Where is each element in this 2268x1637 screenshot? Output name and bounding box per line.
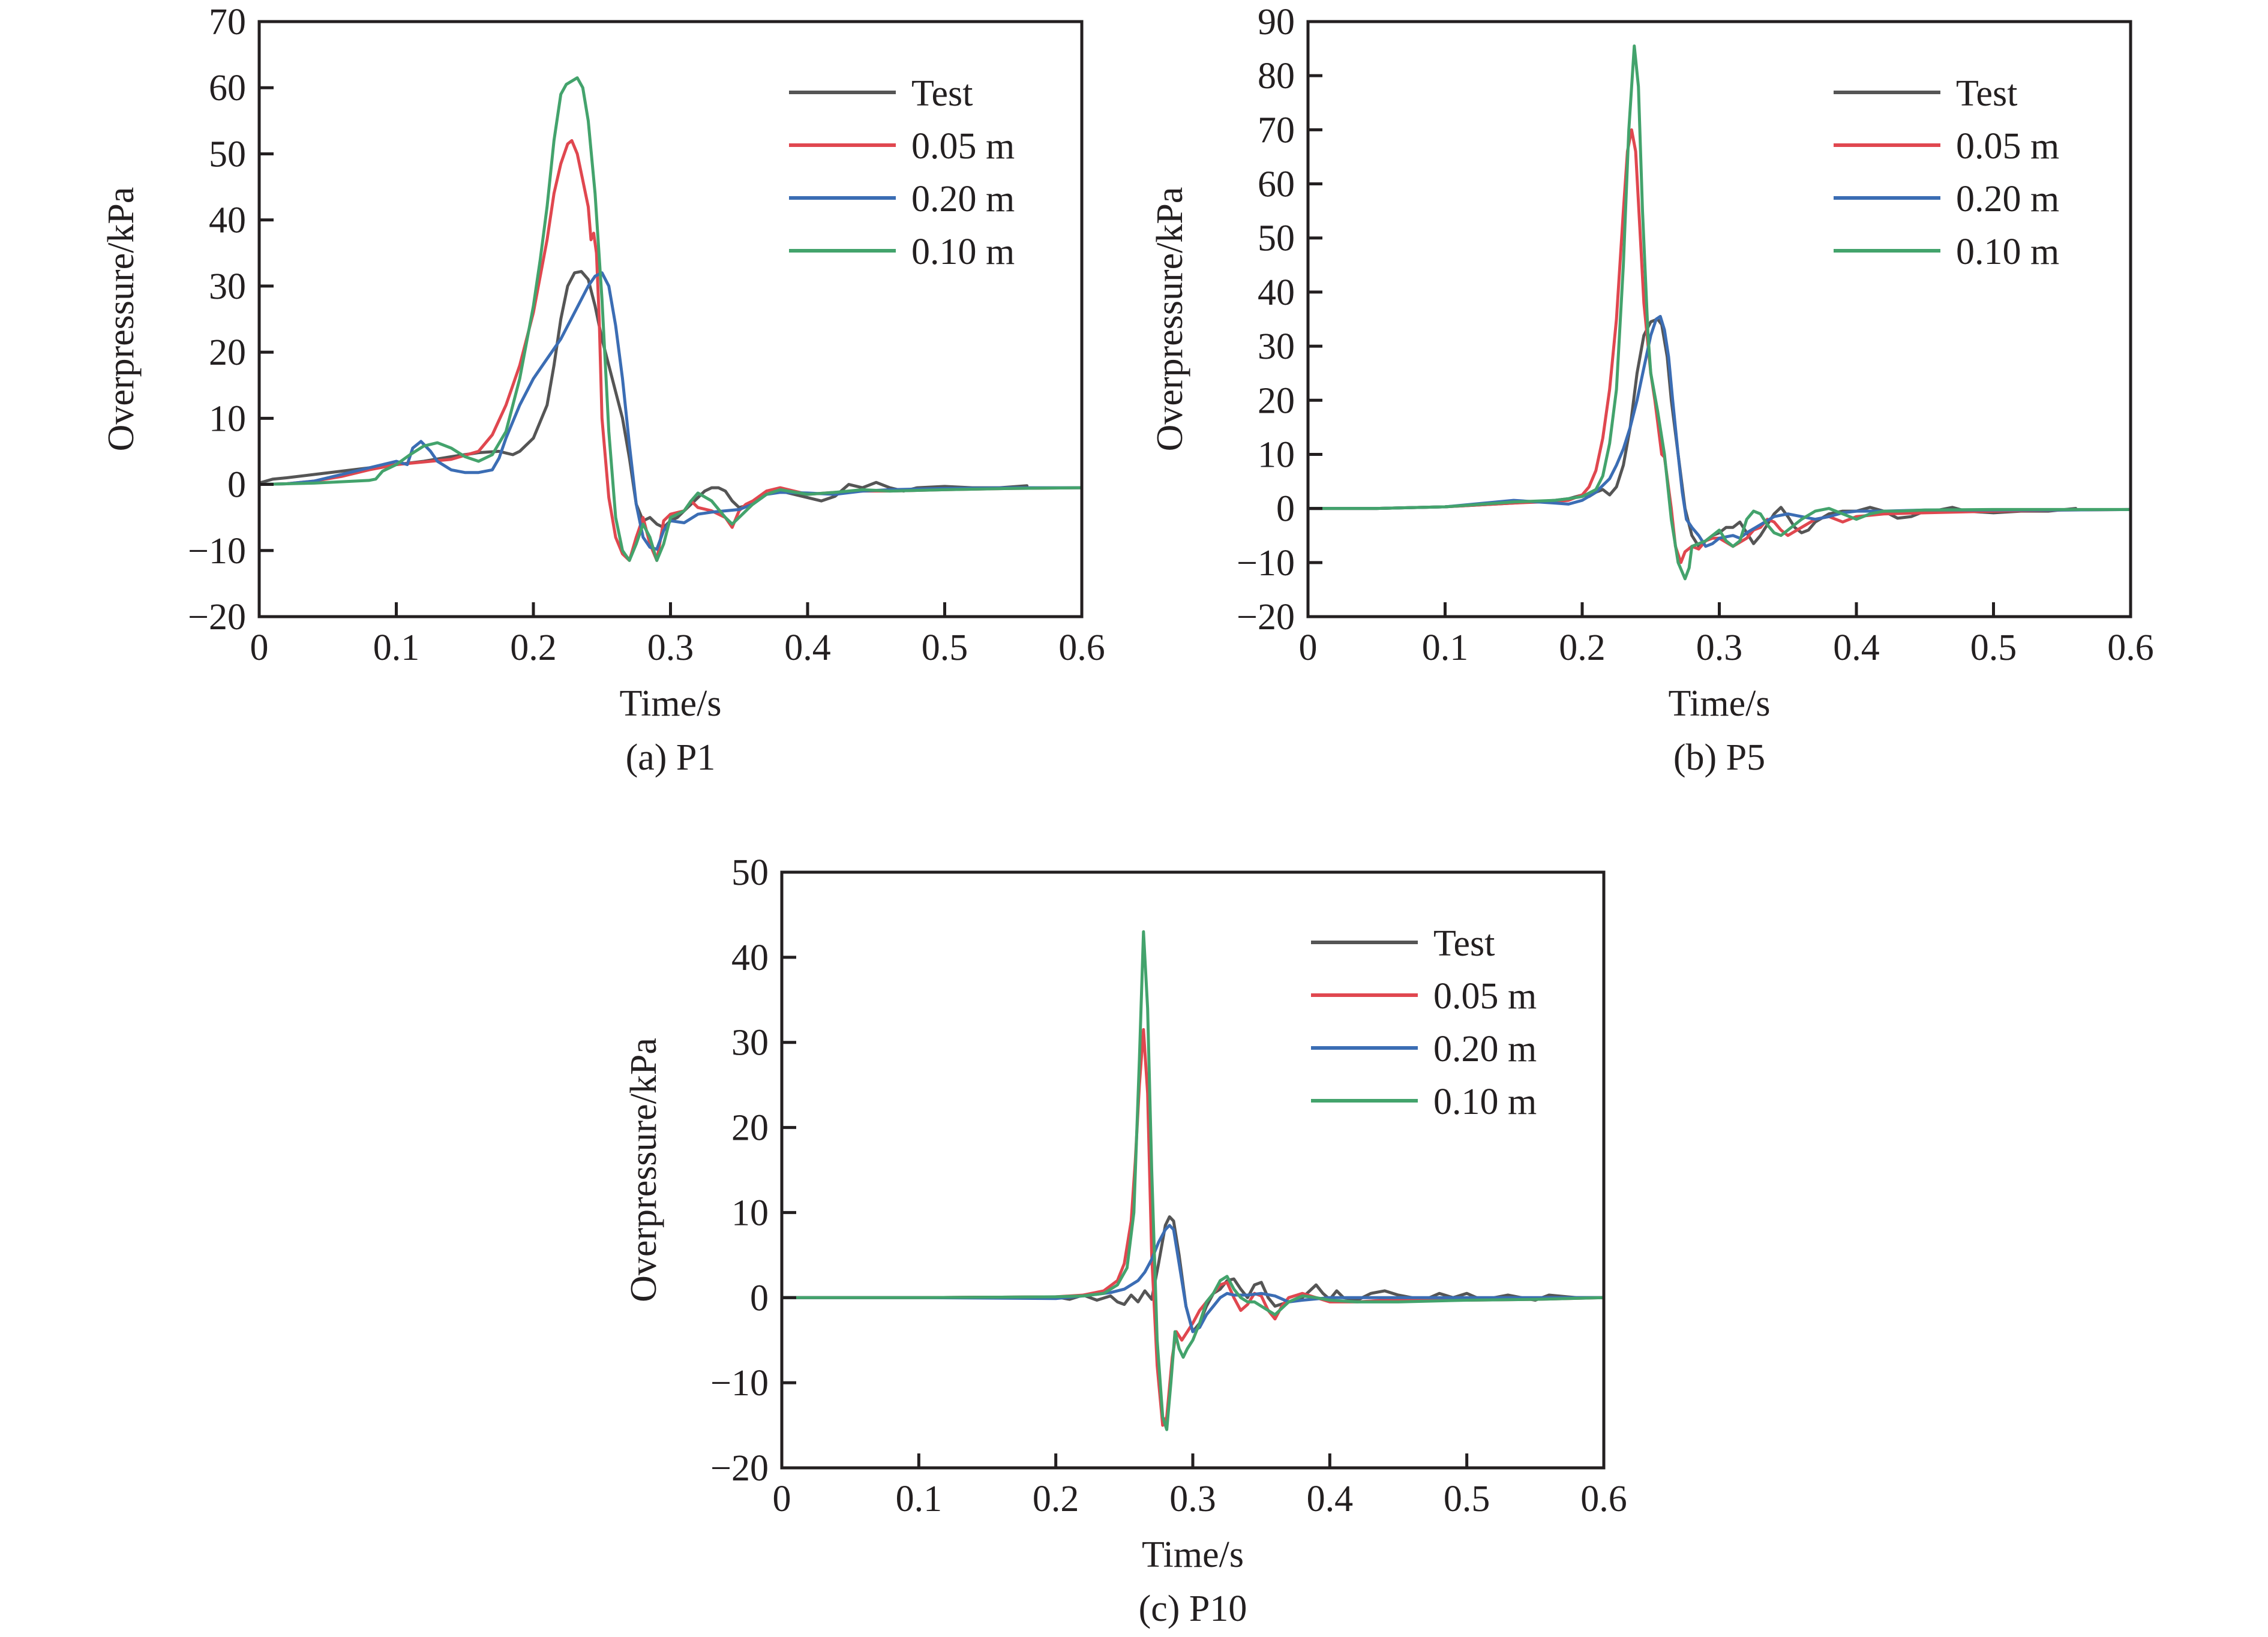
- legend-label-0-20-m: 0.20 m: [1433, 1029, 1537, 1070]
- legend-label-0-05-m: 0.05 m: [911, 126, 1015, 167]
- x-tick-label: 0.3: [647, 627, 694, 668]
- legend-label-0-20-m: 0.20 m: [1956, 179, 2059, 220]
- y-tick-label: −20: [710, 1448, 769, 1489]
- y-tick-label: 60: [209, 68, 246, 109]
- panel-caption: (b) P5: [1673, 737, 1765, 778]
- x-tick-label: 0.2: [1559, 627, 1606, 668]
- x-tick-label: 0.6: [1580, 1479, 1627, 1519]
- legend-label-test: Test: [1433, 923, 1495, 964]
- panel-b-p5: 0 0.1 0.2 0.3 0.4 0.5 0.6 −20 −10 0 10 20 30 40 50 60 70…: [1150, 2, 2154, 778]
- y-tick-label: 40: [731, 938, 769, 978]
- series-group: [782, 930, 1604, 1431]
- y-tick-label: −10: [188, 531, 246, 572]
- x-tick-label: 0.4: [784, 627, 831, 668]
- y-tick-label: 50: [731, 852, 769, 893]
- y-tick-label: 10: [731, 1193, 769, 1233]
- y-tick-label: −10: [710, 1363, 769, 1404]
- x-tick-label: 0.3: [1169, 1479, 1216, 1519]
- legend-label-0-20-m: 0.20 m: [911, 179, 1015, 220]
- y-tick-label: 20: [209, 332, 246, 373]
- series-group: [1308, 44, 2131, 581]
- legend-label-0-10-m: 0.10 m: [911, 232, 1015, 272]
- x-tick-label: 0.5: [922, 627, 968, 668]
- y-tick-label: 30: [731, 1023, 769, 1064]
- x-tick-label: 0: [250, 627, 269, 668]
- panel-a-p1: 0 0.1 0.2 0.3 0.4 0.5 0.6 −20 −10 0 10 20 30 40 50 60 70…: [101, 2, 1105, 778]
- series-line-test: [1308, 317, 2078, 548]
- y-tick-label: 70: [209, 2, 246, 43]
- legend-label-0-10-m: 0.10 m: [1433, 1082, 1537, 1122]
- series-line-test: [782, 1215, 1604, 1333]
- x-tick-label: 0.4: [1833, 627, 1880, 668]
- y-tick-label: 70: [1258, 110, 1295, 151]
- legend-label-0-05-m: 0.05 m: [1433, 976, 1537, 1017]
- y-axis-title: Overpressure/kPa: [1150, 187, 1190, 452]
- x-axis-title: Time/s: [1668, 683, 1770, 724]
- y-tick-label: 10: [1258, 434, 1295, 475]
- series-line-0-10-m: [1308, 44, 2131, 581]
- panel-caption: (c) P10: [1139, 1588, 1247, 1629]
- y-tick-label: −20: [188, 597, 246, 638]
- x-tick-label: 0.1: [896, 1479, 943, 1519]
- y-tick-label: 20: [1258, 380, 1295, 421]
- y-tick-label: 50: [209, 134, 246, 175]
- panel-caption: (a) P1: [626, 737, 716, 778]
- y-tick-label: 60: [1258, 164, 1295, 205]
- series-line-0-05-m: [259, 139, 1082, 562]
- y-tick-label: −10: [1237, 543, 1295, 584]
- x-tick-label: 0.1: [373, 627, 420, 668]
- y-tick-label: 50: [1258, 218, 1295, 259]
- y-tick-label: 80: [1258, 56, 1295, 97]
- series-line-0-20-m: [259, 271, 1082, 551]
- x-tick-label: 0.2: [1033, 1479, 1079, 1519]
- x-tick-label: 0.2: [510, 627, 557, 668]
- y-tick-label: 10: [209, 398, 246, 439]
- series-line-0-20-m: [782, 1224, 1604, 1333]
- series-line-0-10-m: [259, 76, 1082, 562]
- y-tick-label: 0: [1276, 489, 1295, 530]
- series-line-0-10-m: [782, 930, 1604, 1431]
- y-tick-label: 30: [1258, 326, 1295, 367]
- legend-label-test: Test: [911, 73, 973, 114]
- y-tick-label: 40: [209, 200, 246, 241]
- series-group: [259, 76, 1082, 562]
- panel-c-p10: 0 0.1 0.2 0.3 0.4 0.5 0.6 −20 −10 0 10 20 30 40 50 Time…: [623, 852, 1627, 1629]
- y-tick-label: 20: [731, 1108, 769, 1149]
- legend: Test 0.05 m 0.20 m 0.10 m: [789, 73, 1015, 272]
- legend-label-test: Test: [1956, 73, 2017, 114]
- y-tick-label: 90: [1258, 2, 1295, 43]
- series-line-0-05-m: [782, 1028, 1604, 1427]
- x-tick-label: 0: [1299, 627, 1318, 668]
- y-axis-title: Overpressure/kPa: [623, 1038, 664, 1302]
- x-tick-label: 0.4: [1307, 1479, 1354, 1519]
- x-tick-label: 0.3: [1696, 627, 1743, 668]
- legend: Test 0.05 m 0.20 m 0.10 m: [1311, 923, 1537, 1122]
- y-tick-label: −20: [1237, 597, 1295, 638]
- y-axis-title: Overpressure/kPa: [101, 187, 142, 452]
- x-axis-title: Time/s: [619, 683, 721, 724]
- y-tick-label: 40: [1258, 272, 1295, 313]
- x-tick-label: 0.5: [1970, 627, 2017, 668]
- x-tick-label: 0.1: [1422, 627, 1469, 668]
- x-tick-label: 0.6: [1058, 627, 1105, 668]
- y-tick-label: 30: [209, 266, 246, 307]
- x-tick-label: 0.6: [2107, 627, 2154, 668]
- x-tick-label: 0.5: [1444, 1479, 1490, 1519]
- x-tick-label: 0: [773, 1479, 791, 1519]
- legend: Test 0.05 m 0.20 m 0.10 m: [1834, 73, 2059, 272]
- legend-label-0-10-m: 0.10 m: [1956, 232, 2059, 272]
- y-tick-label: 0: [227, 465, 246, 506]
- y-tick-label: 0: [750, 1278, 769, 1318]
- x-axis-title: Time/s: [1142, 1534, 1244, 1575]
- series-line-0-20-m: [1308, 315, 2131, 548]
- legend-label-0-05-m: 0.05 m: [1956, 126, 2059, 167]
